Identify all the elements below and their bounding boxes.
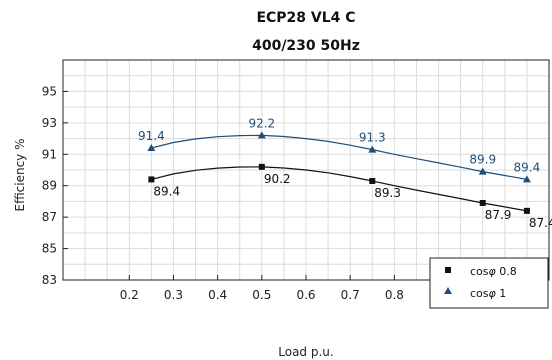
legend-square-marker	[445, 267, 451, 273]
data-point-cos-phi-0-8	[479, 200, 486, 206]
data-point-cos-phi-0-8	[369, 178, 376, 184]
y-tick-label: 87	[42, 210, 57, 224]
x-tick-label: 0.6	[296, 288, 315, 302]
series-line-cos-phi-1	[151, 134, 528, 180]
legend: cosφ 0.8 cosφ 1	[429, 257, 549, 309]
x-tick-label: 0.5	[252, 288, 271, 302]
legend-entry-cos-phi-1-phi: φ	[489, 287, 497, 300]
data-label-cos-phi-1: 91.3	[359, 131, 386, 145]
series-line-cos-phi-0-8	[151, 166, 528, 212]
data-point-cos-phi-1	[368, 145, 377, 153]
legend-entry-cos-phi-0-8: cosφ 0.8	[470, 265, 517, 278]
series-lines	[151, 134, 528, 212]
data-point-cos-phi-0-8	[148, 176, 155, 183]
x-tick-label: 0.7	[341, 288, 360, 302]
data-point-cos-phi-1	[257, 131, 266, 139]
y-tick-label: 85	[42, 242, 57, 256]
data-labels: 89.4 90.2 89.3 87.9 87.4 91.4 92.2 91.3 89.9 89.4	[138, 116, 552, 229]
legend-entry-cos-phi-1-suffix: 1	[496, 287, 507, 300]
legend-entry-cos-phi-0-8-prefix: cos	[470, 265, 489, 278]
legend-entry-cos-phi-0-8-phi: φ	[489, 265, 497, 278]
y-tick-label: 89	[42, 179, 57, 193]
data-point-cos-phi-0-8	[258, 163, 265, 170]
chart-title-line-2: 400/230 50Hz	[252, 38, 360, 54]
x-axis-label: Load p.u.	[278, 345, 333, 359]
data-label-cos-phi-0-8: 89.3	[374, 186, 401, 200]
x-tick-label: 0.2	[120, 288, 139, 302]
y-tick-label: 95	[42, 84, 57, 98]
data-label-cos-phi-0-8: 89.4	[153, 184, 180, 198]
chart-title-line-1: ECP28 VL4 C	[256, 10, 355, 26]
data-label-cos-phi-1: 89.4	[514, 160, 541, 174]
y-tick-label: 83	[42, 273, 57, 287]
series-markers	[147, 131, 531, 214]
y-axis-label: Efficiency %	[13, 138, 27, 211]
legend-entry-cos-phi-1: cosφ 1	[470, 287, 506, 300]
data-point-cos-phi-1	[522, 175, 531, 183]
data-label-cos-phi-0-8: 87.4	[529, 216, 552, 230]
data-point-cos-phi-1	[478, 167, 487, 175]
x-tick-label: 0.8	[385, 288, 404, 302]
legend-entry-cos-phi-0-8-suffix: 0.8	[496, 265, 517, 278]
data-label-cos-phi-1: 89.9	[469, 153, 496, 167]
y-tick-label: 93	[42, 116, 57, 130]
legend-triangle-marker	[444, 287, 452, 294]
data-point-cos-phi-0-8	[523, 207, 530, 214]
legend-entry-cos-phi-1-prefix: cos	[470, 287, 489, 300]
data-label-cos-phi-0-8: 87.9	[485, 208, 512, 222]
data-label-cos-phi-1: 91.4	[138, 129, 165, 143]
x-tick-label: 0.3	[164, 288, 183, 302]
y-tick-label: 91	[42, 147, 57, 161]
legend-box	[429, 257, 549, 309]
data-label-cos-phi-1: 92.2	[248, 116, 275, 130]
x-tick-label: 0.4	[208, 288, 227, 302]
data-point-cos-phi-1	[147, 144, 156, 151]
data-label-cos-phi-0-8: 90.2	[264, 172, 291, 186]
